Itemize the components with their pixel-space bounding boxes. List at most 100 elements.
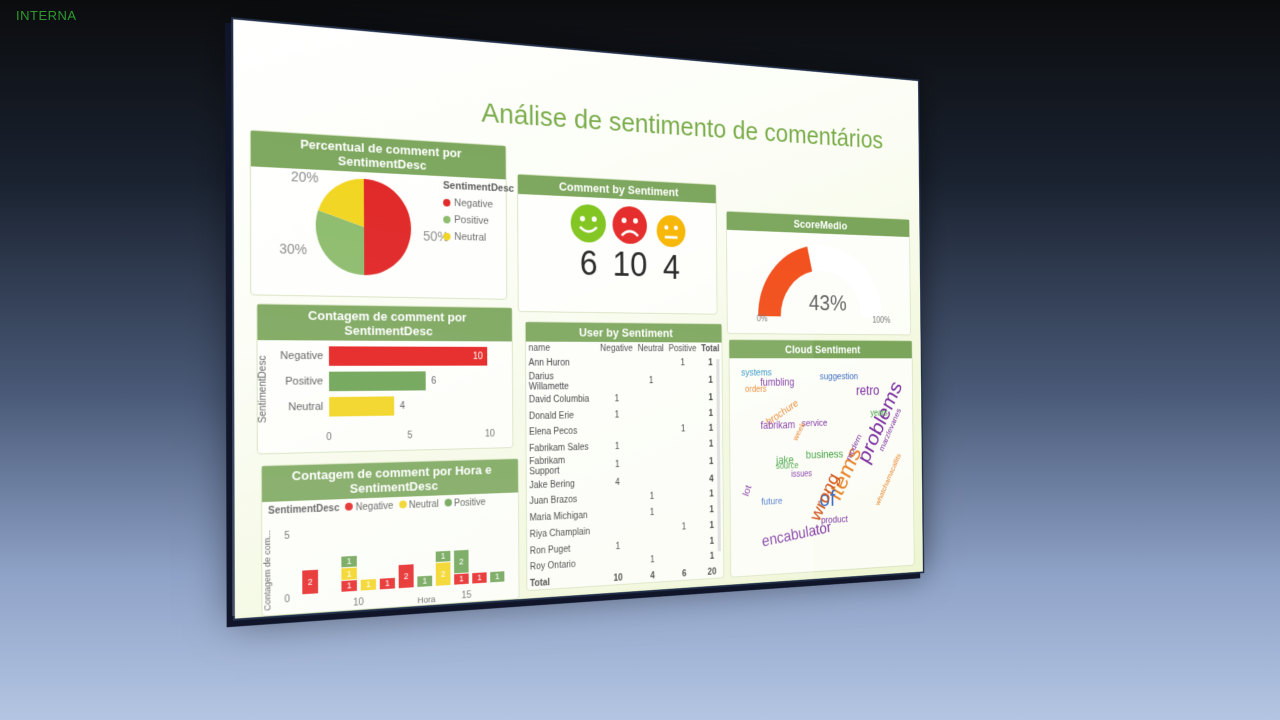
positive-face-group: 6 bbox=[570, 203, 607, 285]
count-by-hour-card[interactable]: Contagem de comment por Hora e SentimentD… bbox=[260, 458, 520, 617]
cloud-sentiment-card[interactable]: Cloud Sentiment problems items of encabulat… bbox=[728, 339, 915, 578]
legend-item-neutral[interactable]: Neutral bbox=[398, 499, 439, 511]
bar-x-tick: 0 bbox=[326, 432, 332, 443]
cloud-word: product bbox=[821, 514, 848, 526]
count-cell bbox=[599, 490, 637, 507]
count-cell: 1 bbox=[649, 507, 655, 518]
column-segment-positive[interactable]: 1 bbox=[341, 555, 357, 568]
column-segment-positive[interactable]: 1 bbox=[417, 575, 433, 587]
column-header[interactable]: Neutral bbox=[637, 343, 664, 354]
column-segment-negative[interactable]: 1 bbox=[454, 572, 469, 585]
count-cell: 1 bbox=[681, 522, 687, 533]
column-segment-negative[interactable]: 1 bbox=[379, 577, 395, 590]
column-segment-positive[interactable]: 1 bbox=[490, 570, 505, 583]
pie-chart[interactable] bbox=[311, 171, 416, 281]
legend-label: Positive bbox=[454, 497, 486, 510]
count-cell bbox=[667, 453, 700, 473]
column-segment-neutral[interactable]: 2 bbox=[435, 562, 451, 586]
count-by-sentiment-card[interactable]: Contagem de comment por SentimentDesc Se… bbox=[256, 303, 514, 455]
count-cell bbox=[636, 422, 667, 438]
count-cell bbox=[598, 423, 636, 440]
user-table-title: User by Sentiment bbox=[525, 322, 722, 343]
score-medio-card[interactable]: ScoreMedio 43% 0% 100% bbox=[725, 210, 911, 336]
positive-count: 6 bbox=[579, 244, 598, 284]
column-segment-negative[interactable]: 1 bbox=[341, 579, 357, 592]
pie-slice-negative[interactable] bbox=[363, 178, 412, 277]
count-cell bbox=[667, 437, 700, 453]
hour-x-tick: 10 bbox=[353, 597, 364, 609]
hour-legend-title: SentimentDesc bbox=[268, 503, 340, 517]
table-row[interactable]: Ann Huron 1 1 bbox=[526, 355, 722, 371]
count-cell: 1 bbox=[614, 394, 620, 405]
cloud-word: lot bbox=[740, 483, 754, 498]
user-name-cell: Fabrikam Support bbox=[529, 456, 566, 478]
hour-chart-title: Contagem de comment por Hora e SentimentD… bbox=[261, 459, 519, 503]
legend-item-neutral[interactable]: Neutral bbox=[443, 231, 514, 245]
legend-dot-icon bbox=[345, 502, 354, 511]
comment-by-sentiment-card[interactable]: Comment by Sentiment 6 10 4 bbox=[517, 173, 718, 315]
count-cell: 4 bbox=[615, 477, 620, 488]
legend-label: Negative bbox=[355, 501, 394, 514]
total-cell: Total bbox=[529, 577, 551, 590]
classification-label: INTERNA bbox=[16, 8, 77, 23]
count-cell: 1 bbox=[615, 459, 620, 470]
dashboard-title: Análise de sentimento de comentários bbox=[481, 97, 884, 155]
column-segment-neutral[interactable]: 1 bbox=[341, 567, 357, 580]
neutral-count: 4 bbox=[662, 249, 680, 287]
total-cell: 20 bbox=[707, 567, 717, 578]
gauge-min: 0% bbox=[756, 314, 768, 324]
count-cell: 1 bbox=[614, 410, 620, 421]
column-header[interactable]: Negative bbox=[600, 343, 633, 354]
bar-positive[interactable] bbox=[328, 371, 426, 392]
bar-neutral[interactable] bbox=[329, 396, 395, 417]
count-cell bbox=[667, 503, 700, 520]
user-sentiment-matrix[interactable]: name Negative Neutral Positive Total Ann Hur… bbox=[526, 342, 724, 593]
total-cell: 6 bbox=[682, 569, 687, 580]
gauge-max: 100% bbox=[872, 315, 891, 326]
legend-item-positive[interactable]: Positive bbox=[444, 497, 486, 510]
legend-dot-icon bbox=[398, 500, 407, 509]
pie-pct-positive: 30% bbox=[279, 240, 308, 258]
user-by-sentiment-card[interactable]: User by Sentiment name Negative Neutral Pos… bbox=[524, 321, 725, 593]
count-cell bbox=[636, 391, 667, 407]
cloud-word: future bbox=[761, 496, 783, 508]
legend-dot-icon bbox=[443, 198, 451, 207]
column-segment-positive[interactable]: 2 bbox=[453, 549, 469, 573]
column-segment-negative[interactable]: 2 bbox=[398, 564, 414, 589]
count-cell: 1 bbox=[680, 424, 686, 435]
column-header[interactable]: name bbox=[528, 343, 551, 354]
column-segment-negative[interactable]: 1 bbox=[472, 571, 487, 584]
gauge-value: 43% bbox=[808, 289, 847, 316]
bar-value-label: 4 bbox=[399, 401, 405, 412]
count-cell bbox=[637, 536, 668, 553]
cloud-word: issues bbox=[791, 469, 813, 480]
table-row[interactable]: Darius Willamette 1 1 bbox=[526, 371, 722, 392]
legend-item-negative[interactable]: Negative bbox=[345, 501, 393, 514]
bar-x-tick: 5 bbox=[407, 430, 413, 442]
column-segment-negative[interactable]: 2 bbox=[302, 569, 319, 595]
legend-item-negative[interactable]: Negative bbox=[443, 197, 514, 211]
count-cell: 1 bbox=[649, 492, 655, 503]
pie-slice-neutral[interactable] bbox=[317, 176, 365, 227]
cloud-word: orders bbox=[745, 384, 767, 395]
column-header[interactable]: Total bbox=[701, 344, 720, 354]
cloud-word: suggestion bbox=[819, 371, 859, 382]
legend-dot-icon bbox=[443, 232, 451, 241]
bar-value-label: 6 bbox=[431, 376, 437, 387]
pie-legend-title: SentimentDesc bbox=[443, 179, 515, 195]
count-cell bbox=[599, 506, 637, 524]
column-header[interactable]: Positive bbox=[668, 344, 697, 354]
bar-value-label: 10 bbox=[472, 351, 483, 362]
legend-item-positive[interactable]: Positive bbox=[443, 214, 514, 228]
user-name-cell: Elena Pecos bbox=[528, 426, 578, 438]
smile-face-icon bbox=[570, 203, 607, 244]
pie-slice-positive[interactable] bbox=[315, 210, 365, 276]
dashboard-slide: Análise de sentimento de comentários Per… bbox=[231, 17, 925, 621]
column-segment-positive[interactable]: 1 bbox=[435, 550, 451, 563]
bar-negative[interactable] bbox=[328, 346, 488, 366]
column-segment-neutral[interactable]: 1 bbox=[360, 578, 377, 591]
count-cell bbox=[598, 371, 636, 391]
bar-category-label: Positive bbox=[285, 375, 324, 388]
pie-chart-card[interactable]: Percentual de comment por SentimentDesc … bbox=[249, 129, 514, 300]
